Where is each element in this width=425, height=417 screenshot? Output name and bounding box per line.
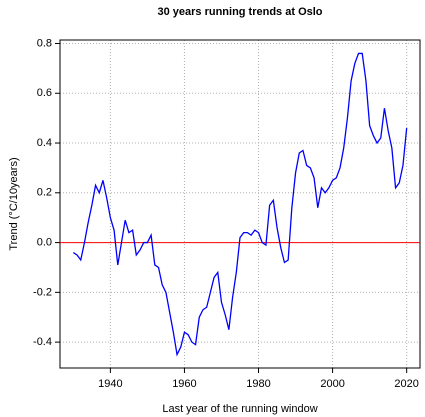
y-tick-label: 0.8 (37, 37, 52, 49)
y-tick-label: -0.4 (33, 336, 52, 348)
x-tick-label: 1980 (246, 378, 270, 390)
chart-title: 30 years running trends at Oslo (157, 6, 322, 18)
y-tick-label: 0.6 (37, 87, 52, 99)
x-tick-label: 1940 (98, 378, 122, 390)
x-tick-label: 1960 (172, 378, 196, 390)
y-tick-label: 0.0 (37, 236, 52, 248)
x-tick-label: 2000 (320, 378, 344, 390)
y-tick-label: 0.2 (37, 187, 52, 199)
y-tick-label: 0.4 (37, 137, 52, 149)
plot-frame (59, 39, 421, 369)
data-line (72, 52, 408, 357)
x-axis-label: Last year of the running window (162, 403, 317, 415)
y-tick-label: -0.2 (33, 286, 52, 298)
y-axis-label: Trend (°C/10years) (8, 157, 20, 250)
x-tick-label: 2020 (394, 378, 418, 390)
